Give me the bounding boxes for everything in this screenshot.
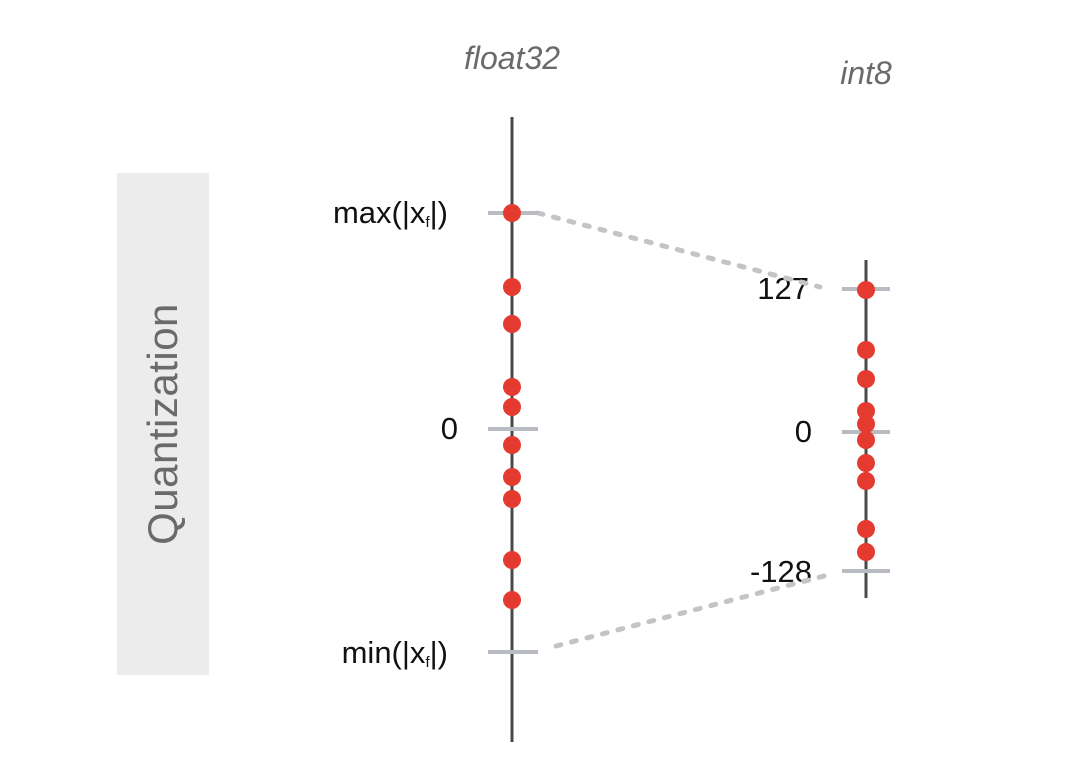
int-point-7 <box>857 454 875 472</box>
side-panel <box>117 173 209 675</box>
float-point-4 <box>503 378 521 396</box>
float-point-3 <box>503 315 521 333</box>
float-tick-max-label: max(|xf|) <box>332 195 448 231</box>
int-point-3 <box>857 370 875 388</box>
float-point-10 <box>503 591 521 609</box>
float32-axis-title: float32 <box>463 40 561 76</box>
mapping-line-min <box>553 572 831 649</box>
mapping-line-max <box>535 210 823 290</box>
float-point-1 <box>503 204 521 222</box>
int-point-8 <box>857 472 875 490</box>
float-tick-min-label: min(|xf|) <box>341 635 448 671</box>
float-point-6 <box>503 436 521 454</box>
int-tick-0-label: 0 <box>794 414 812 449</box>
int-point-1 <box>857 281 875 299</box>
float-point-7 <box>503 468 521 486</box>
float-point-9 <box>503 551 521 569</box>
int-point-2 <box>857 341 875 359</box>
float-tick-zero-label: 0 <box>440 411 458 446</box>
int-tick-neg128-label: -128 <box>749 554 812 589</box>
float-point-2 <box>503 278 521 296</box>
int-point-10 <box>857 543 875 561</box>
int-point-4 <box>857 402 875 420</box>
int8-axis-title: int8 <box>840 55 892 91</box>
int-point-5 <box>857 415 875 433</box>
int-point-9 <box>857 520 875 538</box>
float-point-8 <box>503 490 521 508</box>
int-point-6 <box>857 431 875 449</box>
float-point-5 <box>503 398 521 416</box>
int-tick-127-label: 127 <box>757 271 809 306</box>
